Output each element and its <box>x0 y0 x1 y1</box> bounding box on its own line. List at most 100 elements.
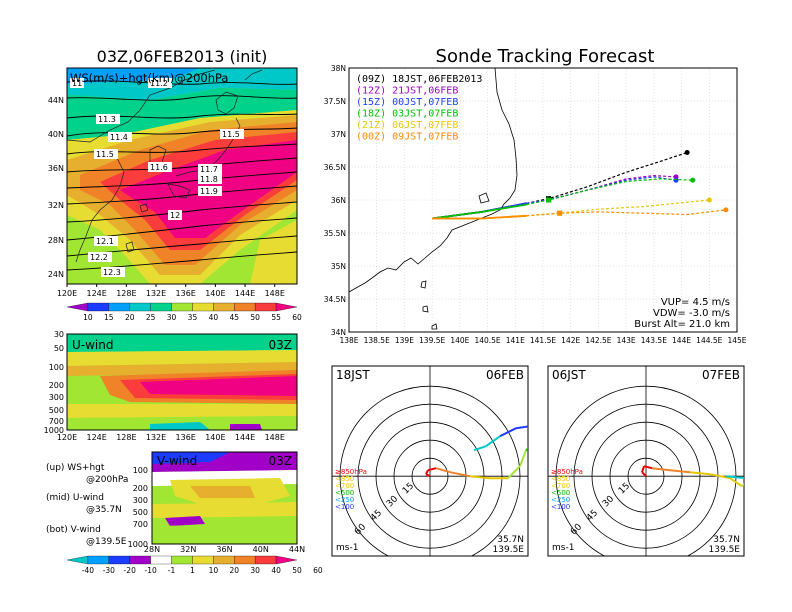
colorbar-label: 45 <box>229 313 239 322</box>
hodograph-segment <box>651 467 671 472</box>
track-title: Sonde Tracking Forecast <box>436 46 655 67</box>
colorbar-swatch <box>234 302 256 312</box>
contour-label-box <box>198 174 222 184</box>
uwind-y-tick-label: 300 <box>49 393 64 402</box>
map-wind-field: 11 11.2 11.3 11.4 11.5 11.5 11.6 11.711.8 11.9 12… <box>67 68 297 284</box>
uwind-x-tick-label: 124E <box>87 433 107 442</box>
track-y-tick-label: 35N <box>331 262 346 271</box>
uwind-x-tick-label: 144E <box>235 433 255 442</box>
track-end-point <box>673 177 679 183</box>
track-x-tick-label: 143E <box>617 336 636 345</box>
hodograph-segment <box>425 473 431 478</box>
note-mid2: @35.7N <box>86 505 122 515</box>
track-x-tick-label: 139E <box>395 336 414 345</box>
track-x-tick-label: 145E <box>727 336 746 345</box>
uwind-time: 03Z <box>269 338 293 352</box>
uwind-y-tick-label: 50 <box>54 344 64 353</box>
contour-label: 11.2 <box>150 79 168 88</box>
track-series-line <box>526 178 693 206</box>
vwind-y-tick-label: 100 <box>133 466 148 475</box>
colorbar-label: 25 <box>146 313 156 322</box>
colorbar-swatch <box>150 555 172 565</box>
uwind-y-tick-label: 100 <box>49 363 64 372</box>
colorbar-label: 55 <box>271 313 281 322</box>
colorbar-label: 10 <box>209 566 219 575</box>
note-up2: @200hPa <box>86 475 128 485</box>
hodograph-segment <box>507 465 521 479</box>
track-legend-entry: (15Z) 00JST,07FEB <box>356 97 458 108</box>
track-mid-point <box>557 210 563 216</box>
note-up: (up) WS+hgt <box>46 463 105 473</box>
colorbar-label: 35 <box>188 313 198 322</box>
track-x-tick-label: 142.5E <box>585 336 611 345</box>
hodograph-segment <box>485 435 501 448</box>
colorbar-swatch <box>108 555 130 565</box>
colorbar-label: 10 <box>83 313 93 322</box>
colorbar-swatch <box>150 302 172 312</box>
hodograph-lat: 35.7N <box>713 535 740 545</box>
vwind-x-tick-label: 40N <box>253 545 269 554</box>
map-y-tick-label: 28N <box>48 236 64 245</box>
uwind-x-tick-label: 148E <box>265 433 285 442</box>
contour-label: 12.2 <box>90 253 108 262</box>
colorbar-swatch <box>192 555 214 565</box>
colorbar-label: 50 <box>292 566 302 575</box>
colorbar-swatch <box>275 555 298 565</box>
track-annotations: VUP= 4.5 m/s VDW= -3.0 m/s Burst Alt= 21… <box>634 297 730 330</box>
contour-label: 11.6 <box>150 163 168 172</box>
contour-label: 11 <box>72 79 82 88</box>
colorbar-label: 40 <box>209 313 219 322</box>
hodograph-segment <box>669 469 691 474</box>
track-x-tick-label: 143.5E <box>641 336 667 345</box>
contour-label-box <box>101 267 125 277</box>
colorbar-swatch <box>171 302 193 312</box>
map-x-tick-label: 136E <box>176 289 196 298</box>
vwind-x-tick-label: 32N <box>180 545 196 554</box>
track-end-point <box>723 207 729 213</box>
colorbar-swatch <box>66 302 89 312</box>
hodograph-lon: 139.5E <box>709 545 741 555</box>
hodograph-time-label: 06JST <box>552 368 586 382</box>
vwind-y-tick-label: 500 <box>133 508 148 517</box>
contour-label: 11.9 <box>200 187 218 196</box>
track-end-point <box>684 149 690 155</box>
contour-label-box <box>88 252 112 262</box>
hodograph-level-legend: <700 <box>551 482 570 490</box>
ws-colorbar: 10 15 20 25 30 35 40 45 50 55 60 <box>66 302 302 322</box>
vwind-y-tick-label: 300 <box>133 496 148 505</box>
track-series-line <box>432 214 527 220</box>
uwind-frame <box>66 333 298 431</box>
vwind-frame <box>151 451 298 545</box>
track-y-tick-label: 37.5N <box>324 97 346 106</box>
colorbar-swatch <box>192 302 214 312</box>
colorbar-swatch <box>108 302 130 312</box>
colorbar-swatch <box>129 302 151 312</box>
hodograph-units: ms-1 <box>552 543 574 553</box>
hodograph-segment <box>758 452 760 466</box>
hodograph-level-legend: ≥850hPa <box>335 468 367 476</box>
track-x-tick-label: 139.5E <box>419 336 445 345</box>
contour-label: 12.1 <box>96 237 114 246</box>
uwind-y-tick-label: 700 <box>49 417 64 426</box>
colorbar-label: 15 <box>104 313 114 322</box>
uwind-x-tick-label: 140E <box>205 433 225 442</box>
track-x-tick-label: 141.5E <box>530 336 556 345</box>
colorbar-swatch <box>255 555 277 565</box>
colorbar-label: -1 <box>168 566 176 575</box>
track-coastline <box>349 68 518 330</box>
map-x-tick-label: 144E <box>235 289 255 298</box>
map-title: 03Z,06FEB2013 (init) <box>97 47 268 66</box>
track-y-tick-label: 34.5N <box>324 295 346 304</box>
map-y-tick-label: 24N <box>48 270 64 279</box>
hodograph-units: ms-1 <box>336 543 358 553</box>
contour-label-box <box>94 149 118 159</box>
hodograph-level-legend: <100 <box>551 503 570 511</box>
colorbar-label: 30 <box>250 566 260 575</box>
note-bot: (bot) V-wind <box>46 525 101 535</box>
map-y-tick-label: 36N <box>48 164 64 173</box>
hodograph-segment <box>760 440 764 452</box>
track-x-tick-label: 142E <box>561 336 580 345</box>
hodograph-segment <box>689 471 711 476</box>
